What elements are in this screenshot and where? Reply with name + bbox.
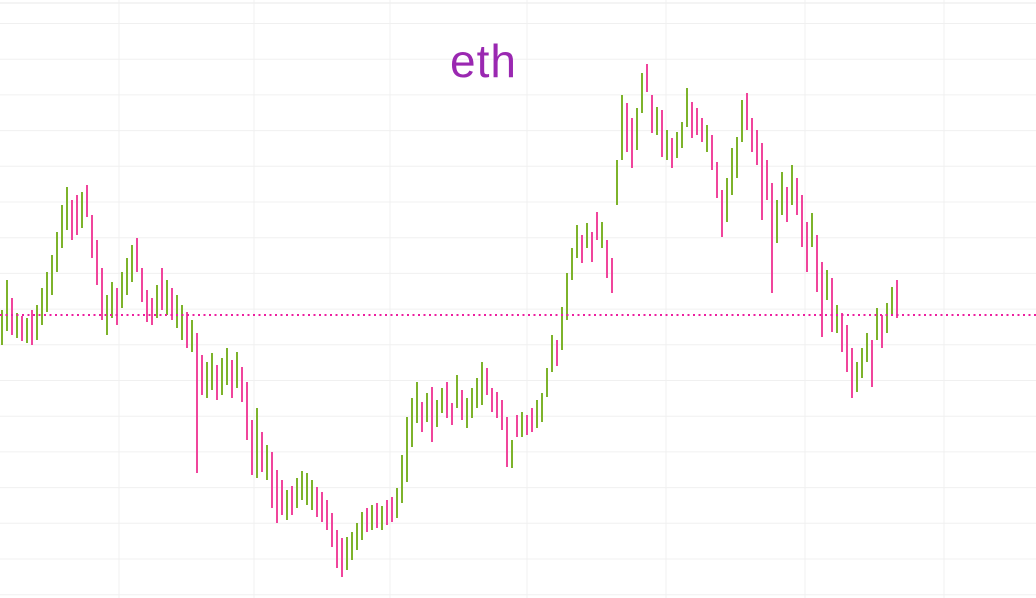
price-bars (1, 64, 898, 577)
chart-symbol-title: eth (450, 35, 517, 87)
